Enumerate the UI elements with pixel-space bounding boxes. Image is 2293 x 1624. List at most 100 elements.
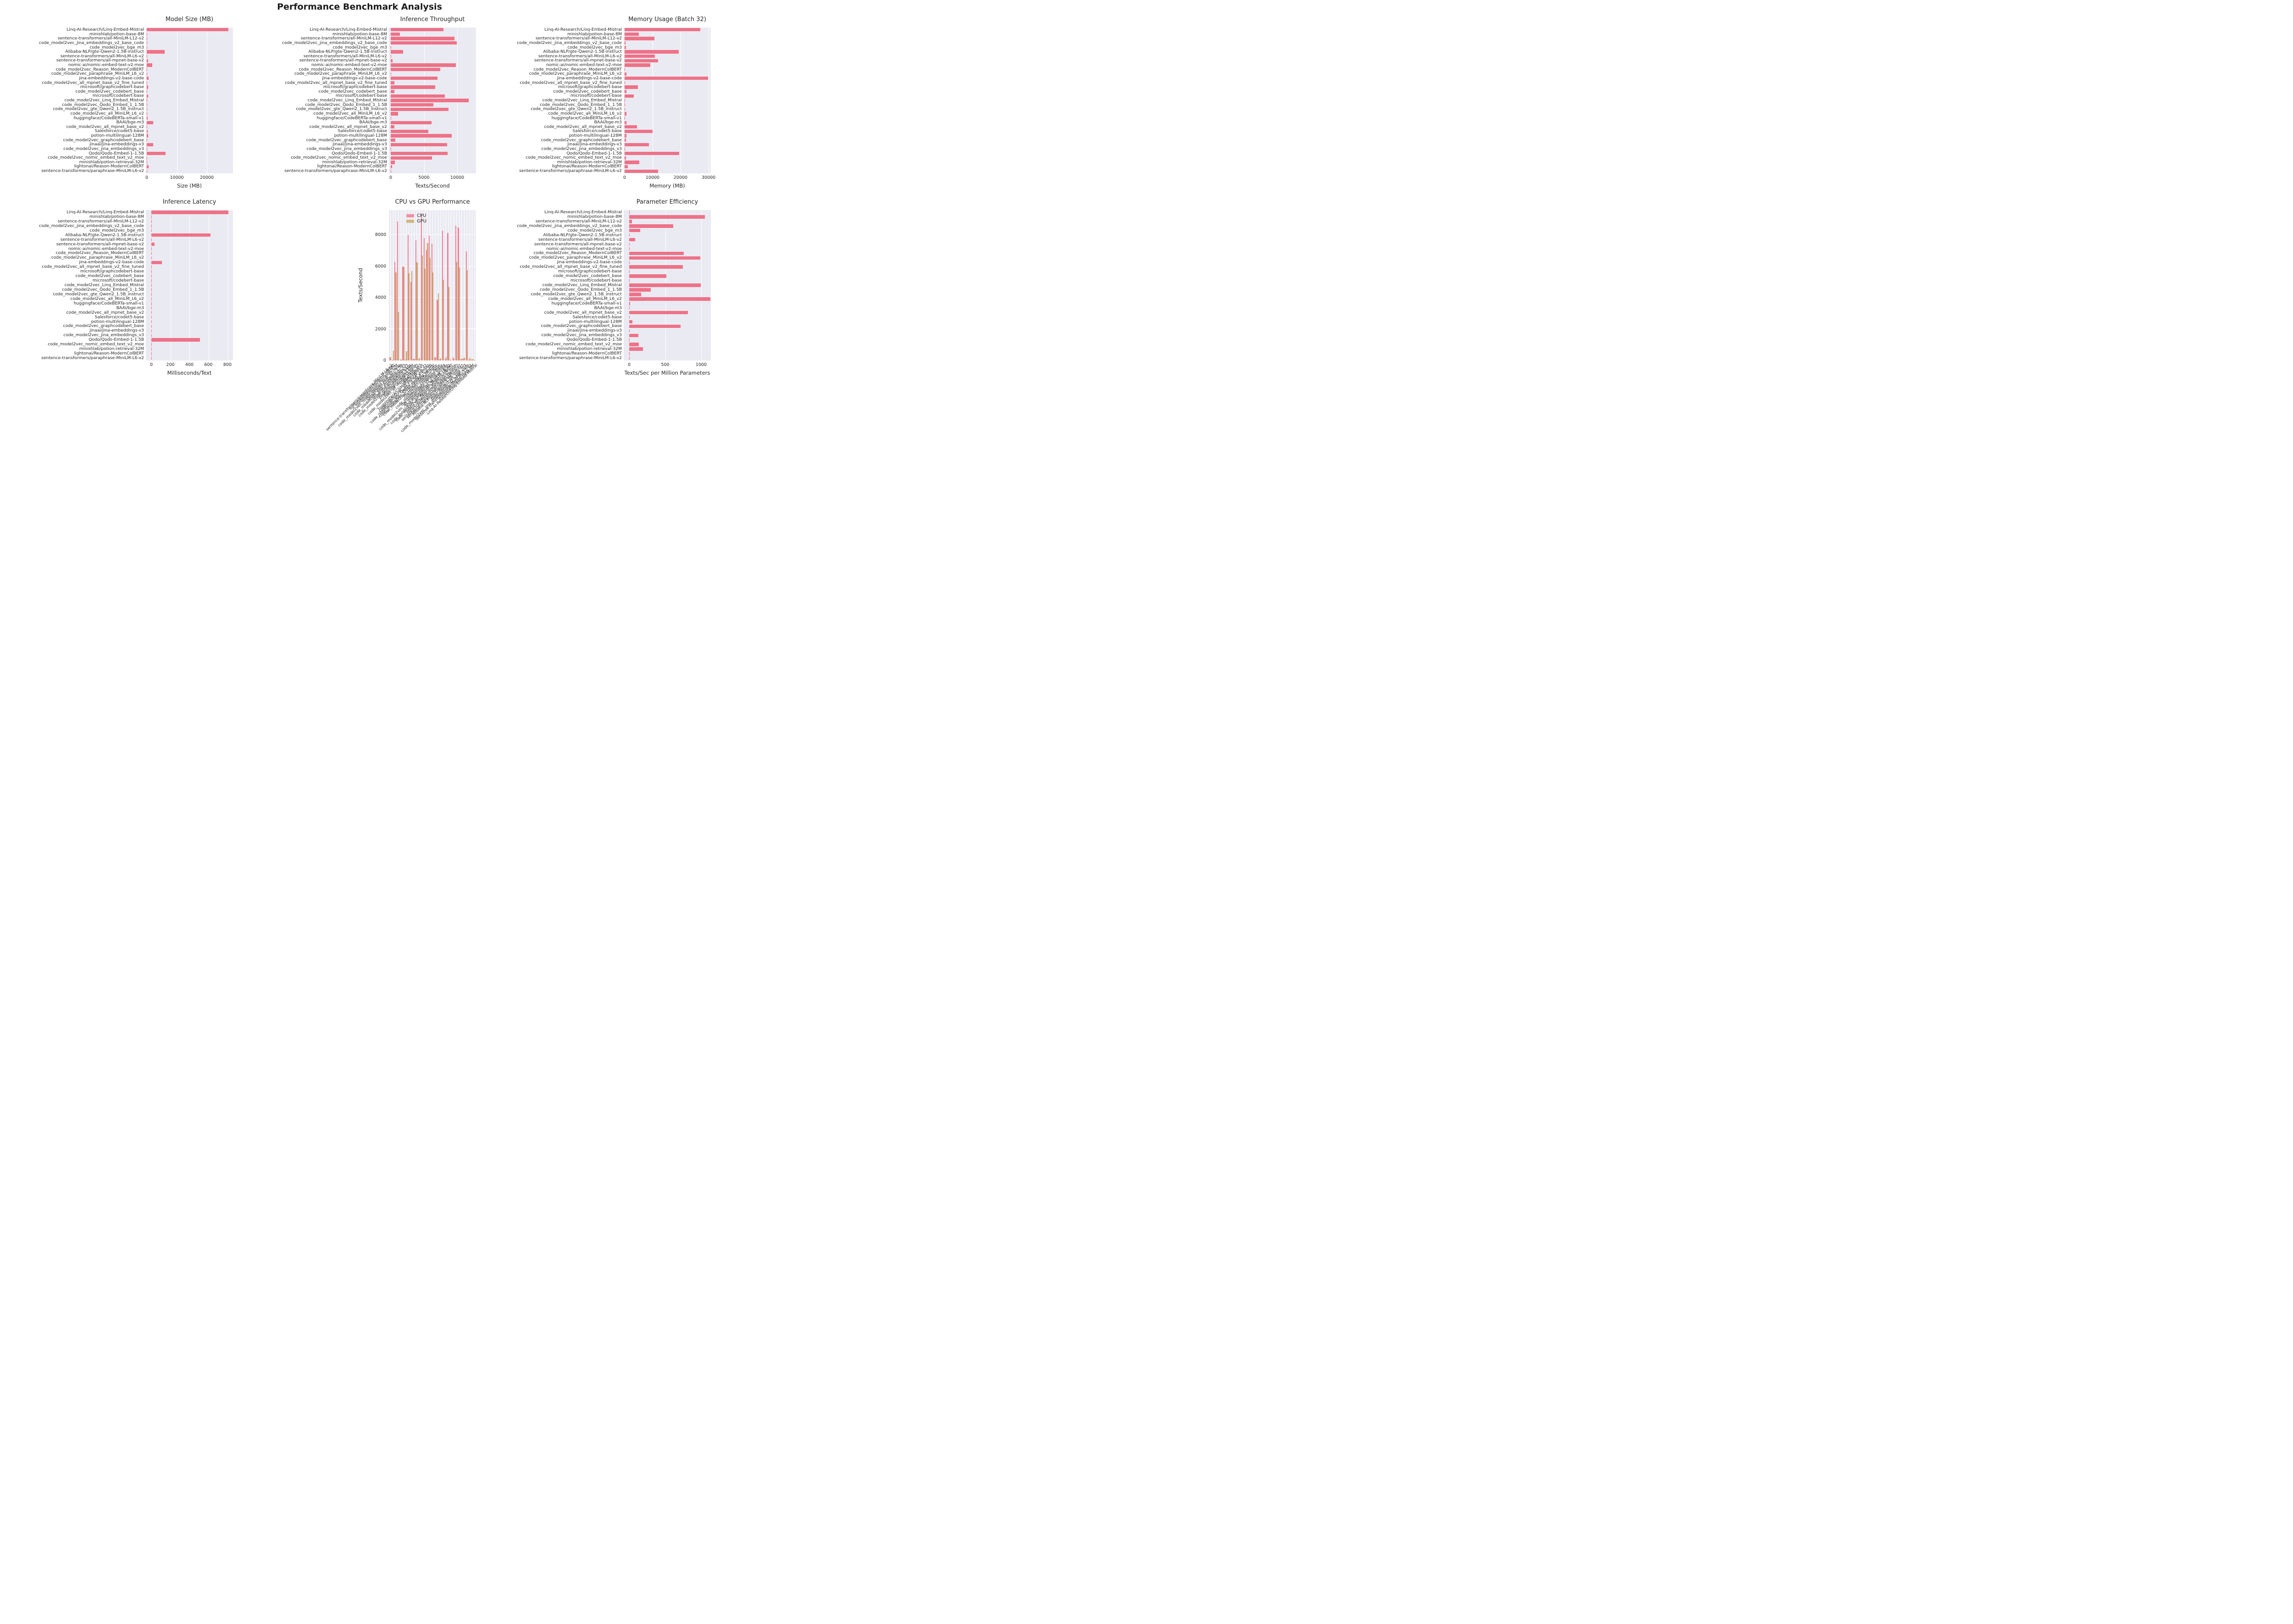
bar-throughput — [391, 121, 432, 124]
category-label: microsoft/codebert-base — [570, 93, 622, 99]
category-label: huggingface/CodeBERTa-small-v1 — [551, 300, 622, 306]
y-tick-label: 8000 — [375, 232, 386, 238]
bar-model_size — [147, 28, 228, 32]
category-label: minishlab/potion-base-8M — [567, 214, 622, 219]
bar-efficiency — [629, 333, 639, 338]
category-label: code_model2vec_Reason_ModernColBERT — [533, 250, 622, 256]
category-label: code_model2vec_all_mpnet_base_v2 — [544, 310, 622, 315]
bar-latency — [151, 242, 155, 246]
category-label: nomic-ai/nomic-embed-text-v2-moe — [311, 62, 387, 67]
gpu-bar — [424, 268, 426, 360]
bar-efficiency — [629, 347, 643, 351]
category-label: potion-multilingual-128M — [91, 133, 144, 138]
category-label: minishlab/potion-retrieval-32M — [557, 159, 622, 165]
bar-throughput — [391, 28, 444, 32]
y-axis-label-cpu_gpu: Texts/Second — [357, 268, 364, 303]
bar-throughput — [391, 81, 394, 85]
gpu-bar — [466, 270, 468, 360]
bar-efficiency — [629, 224, 674, 228]
cpu-bar — [415, 240, 417, 360]
category-label: lightonai/Reason-ModernColBERT — [552, 351, 622, 356]
cpu-bar — [444, 359, 446, 360]
category-label: microsoft/codebert-base — [92, 278, 144, 283]
category-label: code_model2vec_graphcodebert_base — [306, 137, 387, 143]
category-label: code_model2vec_jina_embeddings_v2_base_c… — [282, 40, 387, 45]
category-label: sentence-transformers/all-MiniLM-L6-v2 — [60, 237, 144, 242]
cpu-bar — [397, 222, 399, 360]
category-label: minishlab/potion-base-8M — [89, 214, 144, 219]
bar-throughput — [391, 165, 392, 169]
bar-memory — [625, 151, 679, 155]
gpu-bar — [469, 358, 471, 360]
bar-throughput — [391, 59, 393, 62]
bar-latency — [151, 251, 152, 255]
cpu-bar — [447, 233, 449, 360]
gpu-bar — [461, 358, 463, 360]
category-label: Linq-AI-Research/Linq-Embed-Mistral — [66, 210, 144, 215]
x-tick-label: 800 — [223, 362, 232, 367]
category-label: Salesforce/codet5-base — [572, 128, 622, 134]
gpu-bar — [464, 358, 465, 360]
category-label: code_model2vec_jina_embeddings_v3 — [63, 146, 144, 151]
category-label: code_model2vec_Reason_ModernColBERT — [533, 67, 622, 72]
category-label: nomic-ai/nomic-embed-text-v2-moe — [546, 246, 622, 251]
bar-latency — [151, 288, 152, 292]
category-label: code_model2vec_gte_Qwen2_1.5B_instruct — [531, 291, 622, 297]
legend-label: GPU — [417, 218, 427, 224]
category-label: sentence-transformers/paraphrase-MiniLM-… — [41, 168, 144, 173]
bar-latency — [151, 315, 152, 319]
bar-efficiency — [629, 343, 639, 346]
bar-latency — [151, 310, 152, 315]
category-labels-throughput: Linq-AI-Research/Linq-Embed-Mistral minis… — [255, 28, 387, 173]
bar-throughput — [391, 77, 438, 80]
category-label: Alibaba-NLP/gte-Qwen2-1.5B-instruct — [308, 49, 387, 55]
gpu-bar — [440, 358, 442, 360]
category-label: lightonai/Reason-ModernColBERT — [74, 351, 144, 356]
category-label: code_model2vec_jina_embeddings_v3 — [63, 333, 144, 338]
category-label: huggingface/CodeBERTa-small-v1 — [316, 115, 387, 121]
category-label: code_model2vec_bge_m3 — [567, 44, 622, 50]
category-label: code_model2vec_jina_embeddings_v2_base_c… — [517, 223, 622, 228]
bar-model_size — [147, 85, 149, 89]
benchmark-figure: { "title": "Performance Benchmark Analys… — [0, 0, 719, 474]
legend-label: CPU — [417, 213, 426, 218]
category-label: code_model2vec_gte_Qwen2_1.5B_instruct — [296, 106, 387, 112]
bar-latency — [151, 211, 229, 214]
x-tick-label: 0 — [389, 175, 393, 180]
bar-efficiency — [629, 247, 630, 251]
category-label: code_model2vec_all_mpnet_base_v2 — [66, 310, 144, 315]
category-label: code_model2vec_Qodo_Embed_1_1.5B — [540, 102, 622, 107]
category-labels-latency: Linq-AI-Research/Linq-Embed-Mistral minis… — [12, 210, 144, 360]
x-tick-label: 200 — [166, 362, 175, 367]
bar-throughput — [391, 129, 429, 133]
category-label: code_model2vec_Qodo_Embed_1_1.5B — [62, 287, 144, 292]
category-label: code_model2vec_graphcodebert_base — [63, 137, 144, 143]
cpu-bar — [421, 214, 422, 360]
bar-latency — [151, 228, 152, 233]
category-label: code_model2vec_Qodo_Embed_1_1.5B — [305, 102, 387, 107]
gpu-bar — [395, 272, 397, 360]
bar-efficiency — [629, 329, 630, 333]
bar-throughput — [391, 32, 400, 36]
cpu-bar — [439, 359, 441, 360]
subplot-title-model_size: Model Size (MB) — [165, 16, 214, 23]
category-label: huggingface/CodeBERTa-small-v1 — [551, 115, 622, 121]
category-label: code_model2vec_codebert_base — [75, 89, 144, 94]
bar-latency — [151, 297, 152, 301]
category-label: code_model2vec_all_MiniLM_L6_v2 — [313, 111, 387, 116]
cpu-bar — [429, 236, 430, 360]
bar-memory — [625, 50, 679, 54]
cpu-bar — [442, 231, 443, 360]
x-tick-label: 5000 — [418, 175, 430, 180]
category-label: Salesforce/codet5-base — [572, 314, 622, 320]
bar-throughput — [391, 139, 396, 142]
category-label: Linq-AI-Research/Linq-Embed-Mistral — [544, 210, 622, 215]
bar-memory — [625, 165, 628, 169]
category-label: code_model2vec_paraphrase_MiniLM_L6_v2 — [294, 71, 387, 77]
bar-throughput — [391, 103, 433, 107]
category-label: code_model2vec_all_MiniLM_L6_v2 — [70, 111, 144, 116]
legend-item-cpu: CPU — [406, 213, 426, 218]
gpu-bar — [421, 255, 423, 360]
plot-area-efficiency — [624, 210, 711, 360]
category-label: sentence-transformers/all-mpnet-base-v2 — [534, 241, 622, 247]
